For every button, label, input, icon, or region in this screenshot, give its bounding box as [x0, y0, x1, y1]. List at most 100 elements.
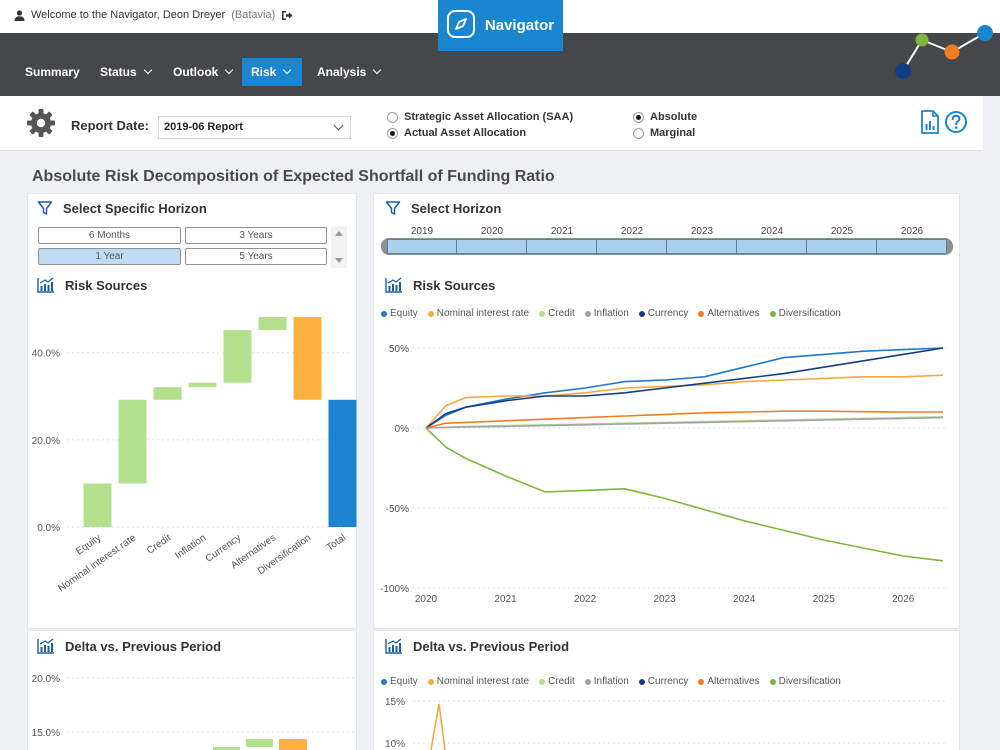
radio-circle[interactable] — [387, 127, 398, 139]
legend-item-diversification[interactable]: Diversification — [769, 676, 841, 687]
report-icon[interactable] — [920, 110, 940, 139]
nav-risk[interactable]: Risk — [242, 58, 302, 86]
horizon-year-segment[interactable] — [388, 240, 737, 253]
page-scrollbar[interactable] — [983, 151, 1000, 750]
chevron-down-icon — [373, 65, 382, 75]
legend-dot — [769, 310, 776, 317]
bar-diversification[interactable] — [293, 317, 322, 400]
legend-label: Credit — [548, 308, 575, 319]
legend-item-nominal-interest-rate[interactable]: Nominal interest rate — [427, 676, 529, 687]
legend-item-credit[interactable]: Credit — [539, 676, 575, 687]
radio-marginal[interactable]: Marginal — [633, 127, 695, 139]
radio-circle[interactable] — [387, 111, 398, 123]
legend-item-alternatives[interactable]: Alternatives — [698, 676, 760, 687]
chevron-down-icon — [143, 65, 152, 75]
welcome-text: Welcome to the Navigator, Deon Dreyer — [31, 9, 226, 21]
horizon-range-slider[interactable] — [381, 238, 953, 255]
scroll-down-icon[interactable] — [335, 258, 343, 263]
horizon-year-segment[interactable] — [388, 240, 877, 253]
y-tick-label: -50% — [386, 504, 409, 515]
legend-dot — [584, 678, 591, 685]
user-icon — [14, 9, 25, 21]
scroll-up-icon[interactable] — [335, 231, 343, 236]
welcome-message: Welcome to the Navigator, Deon Dreyer (B… — [14, 9, 293, 21]
bar-nominal-interest-rate[interactable] — [118, 399, 147, 484]
legend-item-inflation[interactable]: Inflation — [584, 676, 629, 687]
legend-label: Inflation — [593, 676, 629, 687]
nav-summary-label: Summary — [25, 65, 80, 79]
series-line-currency[interactable] — [425, 347, 944, 429]
series-line-inflation[interactable] — [425, 416, 944, 429]
bar-equity[interactable] — [83, 483, 112, 527]
legend-dot — [698, 678, 705, 685]
brand-logo[interactable]: Navigator — [438, 0, 563, 51]
legend-item-nominal-interest-rate[interactable]: Nominal interest rate — [427, 308, 529, 319]
risk-sources-panel-left — [27, 193, 357, 629]
horizon-list-scrollbar[interactable] — [331, 226, 347, 268]
legend-item-diversification[interactable]: Diversification — [769, 308, 841, 319]
horizon-btn-3-years[interactable]: 3 Years — [185, 227, 327, 244]
bar-alternatives[interactable] — [258, 317, 287, 331]
nav-outlook[interactable]: Outlook — [164, 58, 241, 86]
bar-currency[interactable] — [223, 330, 252, 383]
nav-risk-label: Risk — [251, 65, 277, 79]
y-tick-label: 15.0% — [32, 728, 60, 739]
chevron-down-icon — [283, 65, 292, 75]
gear-icon[interactable] — [26, 108, 56, 143]
horizon-year-segment[interactable] — [388, 240, 807, 253]
legend-item-currency[interactable]: Currency — [638, 308, 688, 319]
help-icon[interactable] — [944, 110, 968, 139]
legend-item-currency[interactable]: Currency — [638, 676, 688, 687]
x-tick-label: 2025 — [813, 594, 836, 605]
x-tick-label: Inflation — [173, 532, 208, 561]
legend-item-credit[interactable]: Credit — [539, 308, 575, 319]
horizon-range-track[interactable] — [387, 239, 947, 254]
horizon-year-label: 2021 — [550, 226, 574, 237]
series-line-nominal-interest-rate[interactable] — [425, 374, 944, 429]
legend-item-inflation[interactable]: Inflation — [584, 308, 629, 319]
legend-dot — [638, 310, 645, 317]
nav-status[interactable]: Status — [91, 58, 160, 86]
delta-line-chart: 15% 10% — [385, 697, 948, 750]
bar-partial — [279, 739, 307, 750]
horizon-btn-5-years[interactable]: 5 Years — [185, 248, 327, 265]
legend-label: Diversification — [778, 308, 841, 319]
y-tick-label: 20.0% — [32, 674, 60, 685]
legend-item-equity[interactable]: Equity — [381, 308, 418, 319]
legend-item-equity[interactable]: Equity — [381, 676, 418, 687]
logout-icon[interactable] — [281, 10, 293, 21]
radio-circle[interactable] — [633, 111, 644, 123]
legend-label: Inflation — [593, 308, 629, 319]
radio-actual[interactable]: Actual Asset Allocation — [387, 127, 526, 139]
legend-dot — [427, 310, 434, 317]
nav-summary[interactable]: Summary — [16, 58, 89, 86]
legend-label: Alternatives — [707, 676, 760, 687]
risk-sources-header-left: Risk Sources — [37, 277, 147, 293]
specific-horizon-header: Select Specific Horizon — [37, 200, 207, 216]
x-tick-label: 2024 — [733, 594, 756, 605]
bar-total[interactable] — [328, 399, 357, 527]
horizon-year-segment[interactable] — [388, 240, 667, 253]
legend-item-alternatives[interactable]: Alternatives — [698, 308, 760, 319]
bar-credit[interactable] — [153, 387, 182, 400]
risk-sources-legend: Equity Nominal interest rate Credit Inflati… — [381, 308, 841, 319]
horizon-btn-6-months[interactable]: 6 Months — [38, 227, 181, 244]
bar-inflation[interactable] — [188, 382, 217, 388]
radio-circle[interactable] — [633, 127, 644, 139]
y-tick-label: 15% — [385, 697, 405, 708]
horizon-year-segment[interactable] — [388, 240, 457, 253]
horizon-year-segment[interactable] — [388, 240, 527, 253]
chevron-down-icon — [225, 65, 234, 75]
radio-absolute[interactable]: Absolute — [633, 111, 697, 123]
horizon-btn-1-year[interactable]: 1 Year — [38, 248, 181, 265]
delta-legend: Equity Nominal interest rate Credit Inflati… — [381, 676, 841, 687]
bar-partial — [246, 739, 273, 747]
series-line-diversification[interactable] — [425, 427, 944, 562]
series-line-alternatives[interactable] — [425, 410, 943, 429]
report-date-select[interactable]: 2019-06 Report — [158, 116, 351, 139]
horizon-year-segment[interactable] — [388, 240, 597, 253]
radio-saa[interactable]: Strategic Asset Allocation (SAA) — [387, 111, 573, 123]
y-tick-label: 10% — [385, 739, 405, 750]
nav-analysis[interactable]: Analysis — [308, 58, 389, 86]
report-date-label: Report Date: — [71, 118, 150, 133]
